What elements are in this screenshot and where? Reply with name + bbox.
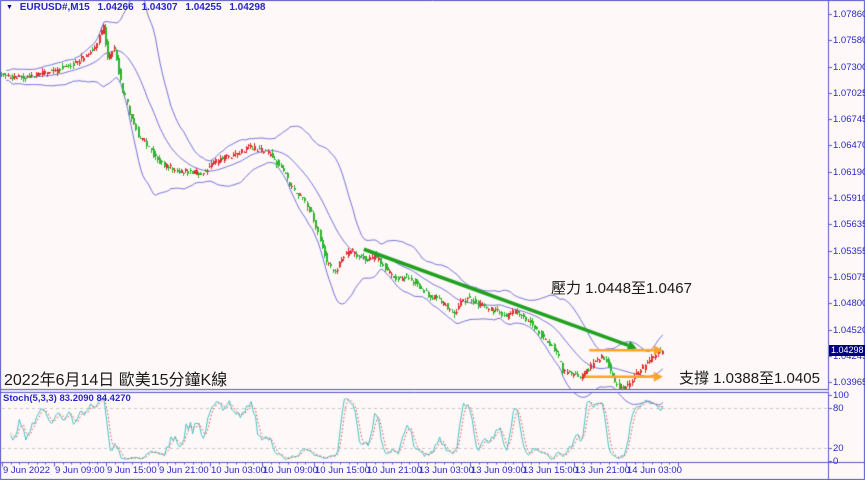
date-annotation: 2022年6月14日 歐美15分鐘K線 [4, 372, 228, 389]
price-axis-label: 1.04245 [833, 350, 865, 362]
stoch-axis-label: 100 [833, 390, 849, 401]
price-axis-label: 1.05355 [833, 245, 865, 257]
time-axis-label: 13 Jun 09:00 [471, 465, 526, 476]
time-axis-label: 9 Jun 09:00 [55, 465, 105, 476]
ohlc-low-value: 1.04255 [185, 2, 222, 13]
ohlc-high-value: 1.04307 [141, 2, 178, 13]
time-axis-label: 10 Jun 21:00 [367, 465, 422, 476]
price-axis-label: 1.06470 [833, 140, 865, 152]
price-axis-label: 1.06190 [833, 166, 865, 178]
price-axis-label: 1.03965 [833, 376, 865, 388]
time-axis-label: 9 Jun 21:00 [159, 465, 209, 476]
ohlc-close-value: 1.04298 [229, 2, 266, 13]
price-axis-label: 1.05910 [833, 193, 865, 205]
time-axis-label: 13 Jun 15:00 [523, 465, 578, 476]
symbol-period-label: EURUSD#,M15 [19, 2, 90, 13]
time-axis-label: 13 Jun 03:00 [419, 465, 474, 476]
stoch-axis-label: 20 [833, 442, 844, 454]
price-axis-label: 1.04800 [833, 298, 865, 310]
chart-header: ▼ EURUSD#,M15 1.04266 1.04307 1.04255 1.… [6, 2, 271, 13]
time-axis-label: 9 Jun 2022 [3, 465, 51, 476]
time-axis-label: 10 Jun 09:00 [263, 465, 318, 476]
price-axis-label: 1.07860 [833, 9, 865, 20]
stoch-indicator-label: Stoch(5,3,3) 83.2090 84.4270 [3, 393, 131, 404]
time-axis-label: 9 Jun 15:00 [107, 465, 157, 476]
support-annotation: 支撐 1.0388至1.0405 [679, 370, 820, 387]
price-axis-label: 1.06745 [833, 114, 865, 126]
price-axis-label: 1.07300 [833, 61, 865, 73]
time-axis-label: 10 Jun 15:00 [315, 465, 370, 476]
price-axis-label: 1.07580 [833, 35, 865, 47]
stoch-axis-label: 0 [833, 456, 839, 467]
price-axis-label: 1.05075 [833, 272, 865, 284]
collapse-triangle-icon[interactable]: ▼ [6, 4, 13, 11]
time-axis-label: 13 Jun 21:00 [575, 465, 630, 476]
price-axis-label: 1.04520 [833, 324, 865, 336]
time-axis-label: 14 Jun 03:00 [627, 465, 682, 476]
time-axis-label: 10 Jun 03:00 [211, 465, 266, 476]
price-axis-label: 1.07025 [833, 87, 865, 99]
resistance-annotation: 壓力 1.0448至1.0467 [551, 280, 692, 297]
stoch-axis-label: 80 [833, 403, 844, 415]
ohlc-open-value: 1.04266 [97, 2, 134, 13]
price-axis-label: 1.05635 [833, 219, 865, 231]
current-price-tag: 1.04298 [829, 345, 865, 356]
